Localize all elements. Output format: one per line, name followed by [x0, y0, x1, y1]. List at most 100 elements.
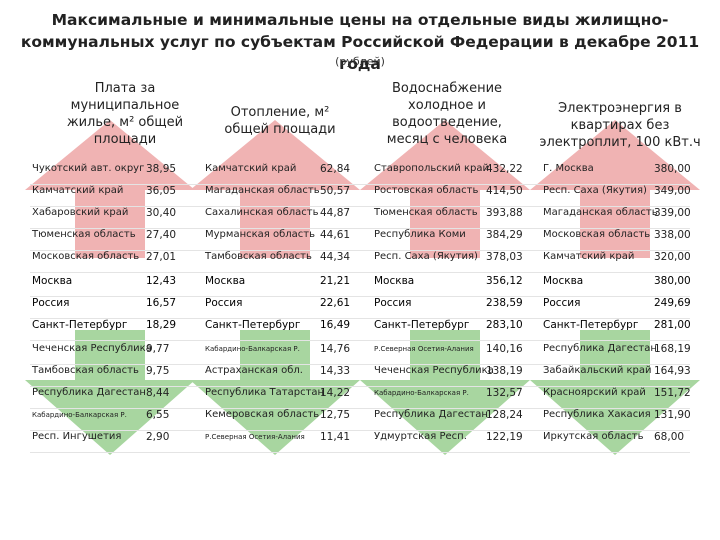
region-name: Республика Дагестан: [32, 387, 146, 398]
table-row: Тамбовская область 9,75 Астраханская обл. 1…: [0, 362, 720, 387]
title-line-1: Максимальные и минимальные цены на отдел…: [51, 11, 669, 29]
region-name: Хабаровский край: [32, 207, 129, 218]
region-name: Россия: [205, 297, 243, 309]
region-name: Московская область: [543, 229, 651, 240]
header-line: жилье, м² общей: [66, 115, 184, 130]
price-value: 378,03: [486, 251, 523, 263]
region-name: Кемеровская область: [205, 409, 320, 420]
region-name: Магаданская область: [543, 207, 658, 218]
region-name: Тюменская область: [374, 207, 478, 218]
table-row: Хабаровский край 30,40 Сахалинская область…: [0, 204, 720, 229]
region-name: Кабардино-Балкарская Р.: [374, 389, 469, 397]
region-name: Р.Северная Осетия-Алания: [205, 433, 305, 441]
region-name: Санкт-Петербург: [543, 319, 639, 331]
price-value: 249,69: [654, 297, 691, 309]
region-name: Магаданская область: [205, 185, 320, 196]
table-row: Кабардино-Балкарская Р. 6,55 Кемеровская о…: [0, 406, 720, 431]
header-line: квартирах без: [570, 118, 670, 133]
header-line: холодное и: [408, 98, 486, 113]
table-row: Россия 16,57 Россия 22,61 Россия 238,59 Россия…: [0, 294, 720, 319]
table-row: Респ. Ингушетия 2,90 Р.Северная Осетия-Ала…: [0, 428, 720, 453]
price-value: 356,12: [486, 275, 523, 287]
region-name: Г. Москва: [543, 163, 594, 174]
price-value: 21,21: [320, 275, 351, 287]
header-line: общей площади: [224, 122, 336, 137]
up-arrow-icon: [190, 120, 360, 258]
price-value: 432,22: [486, 163, 523, 175]
row-divider: [30, 408, 690, 409]
down-arrow-icon: [530, 330, 700, 455]
region-name: Россия: [543, 297, 581, 309]
price-value: 27,40: [146, 229, 177, 241]
region-name: Санкт-Петербург: [205, 319, 301, 331]
row-divider: [30, 452, 690, 453]
price-value: 44,87: [320, 207, 351, 219]
region-name: Р.Северная Осетия-Алания: [374, 345, 474, 353]
region-name: Тамбовская область: [205, 251, 312, 262]
price-value: 132,57: [486, 387, 523, 399]
header-housing-fee: Плата за муниципальное жилье, м² общей п…: [40, 80, 210, 148]
region-name: Респ. Саха (Якутия): [374, 251, 478, 262]
row-divider: [30, 228, 690, 229]
header-line: Плата за: [94, 81, 156, 96]
price-value: 14,33: [320, 365, 351, 377]
price-value: 281,00: [654, 319, 691, 331]
up-arrow-icon: [25, 120, 195, 258]
region-name: Республика Коми: [374, 229, 466, 240]
row-divider: [30, 296, 690, 297]
header-water: Водоснабжение холодное и водоотведение, …: [372, 80, 522, 148]
price-value: 12,43: [146, 275, 177, 287]
price-value: 6,55: [146, 409, 170, 421]
header-line: Водоснабжение: [391, 81, 503, 96]
region-name: Москва: [543, 275, 584, 287]
region-name: Чеченская Республика: [374, 365, 494, 376]
region-name: Камчатский край: [205, 163, 297, 174]
price-value: 128,24: [486, 409, 523, 421]
price-value: 2,90: [146, 431, 170, 443]
header-electricity: Электроэнергия в квартирах без электропл…: [535, 100, 705, 151]
header-line: водоотведение,: [392, 115, 502, 130]
region-name: Москва: [205, 275, 246, 287]
price-value: 131,90: [654, 409, 691, 421]
price-value: 238,59: [486, 297, 523, 309]
price-value: 11,41: [320, 431, 351, 443]
price-value: 9,75: [146, 365, 170, 377]
price-value: 151,72: [654, 387, 691, 399]
region-name: Московская область: [32, 251, 140, 262]
table-row: Тюменская область 27,40 Мурманская область…: [0, 226, 720, 251]
price-value: 14,22: [320, 387, 351, 399]
row-divider: [30, 430, 690, 431]
region-name: Забайкальский край: [543, 365, 652, 376]
price-value: 16,49: [320, 319, 351, 331]
price-value: 44,61: [320, 229, 351, 241]
region-name: Санкт-Петербург: [32, 319, 128, 331]
header-line: муниципальное: [70, 98, 180, 113]
region-name: Москва: [374, 275, 415, 287]
header-line: Отопление, м²: [230, 105, 330, 120]
price-value: 140,16: [486, 343, 523, 355]
up-arrow-icon: [360, 120, 530, 258]
region-name: Россия: [374, 297, 412, 309]
header-line: электроплит, 100 кВт.ч: [539, 135, 701, 150]
row-divider: [30, 206, 690, 207]
header-line: месяц с человека: [386, 132, 508, 147]
price-value: 138,19: [486, 365, 523, 377]
price-value: 380,00: [654, 163, 691, 175]
price-value: 14,76: [320, 343, 351, 355]
table-row: Москва 12,43 Москва 21,21 Москва 356,12 Москва…: [0, 272, 720, 297]
down-arrow-icon: [360, 330, 530, 455]
row-divider: [30, 340, 690, 341]
price-value: 122,19: [486, 431, 523, 443]
price-value: 50,57: [320, 185, 351, 197]
price-value: 30,40: [146, 207, 177, 219]
price-value: 62,84: [320, 163, 351, 175]
header-line: площади: [93, 132, 157, 147]
price-value: 68,00: [654, 431, 685, 443]
units-subtitle: (рублей): [335, 55, 385, 68]
row-divider: [30, 184, 690, 185]
price-value: 16,57: [146, 297, 177, 309]
region-name: Санкт-Петербург: [374, 319, 470, 331]
region-name: Кабардино-Балкарская Р.: [205, 345, 300, 353]
price-value: 164,93: [654, 365, 691, 377]
price-value: 38,95: [146, 163, 177, 175]
